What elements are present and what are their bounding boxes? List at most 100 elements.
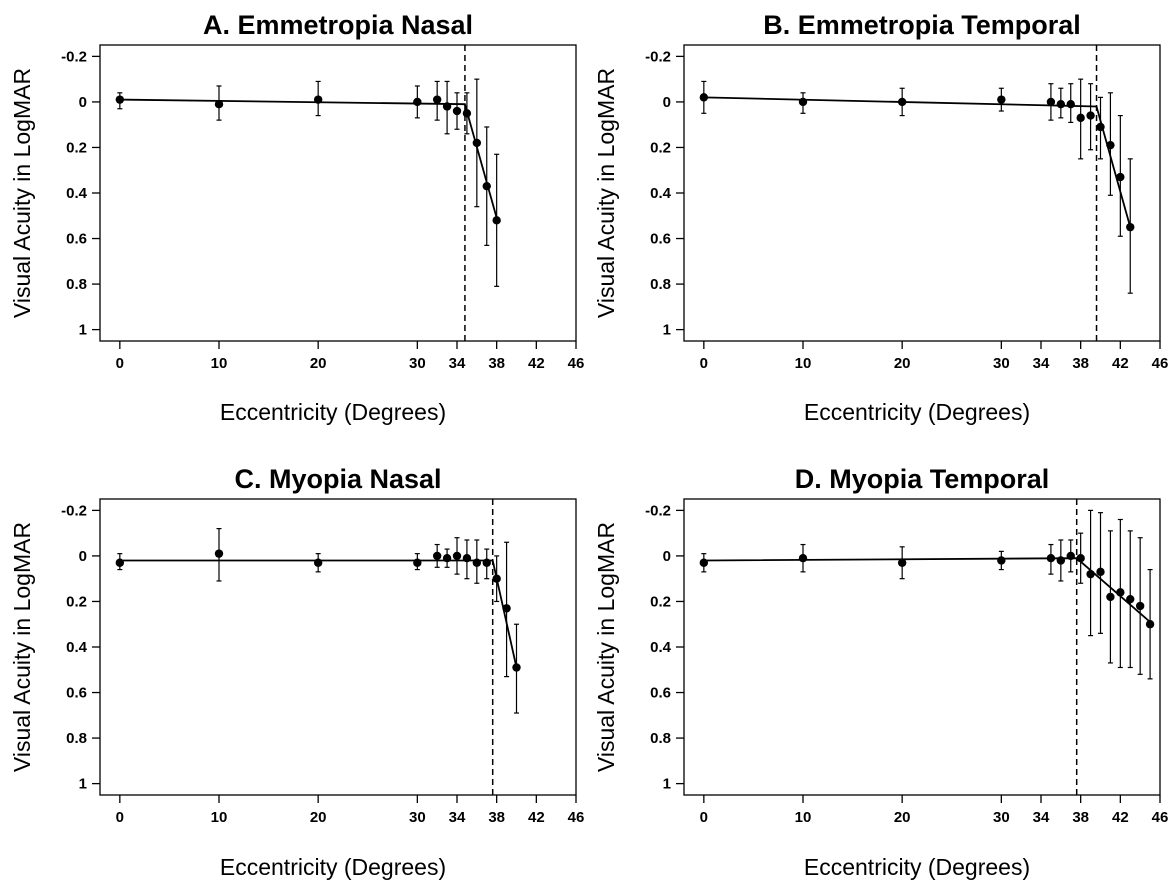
- y-axis-label: Visual Acuity in LogMAR: [9, 68, 35, 318]
- data-point: [997, 556, 1006, 565]
- data-point: [413, 558, 422, 567]
- data-point: [798, 554, 808, 563]
- data-point: [1096, 122, 1105, 132]
- data-point: [1076, 113, 1085, 123]
- fit-line: [703, 557, 1151, 623]
- x-tick-label: 46: [1152, 355, 1169, 372]
- x-tick-label: 42: [528, 809, 545, 826]
- x-tick-label: 38: [1072, 355, 1089, 372]
- panel-3: C. Myopia Nasal-0.200.20.40.60.810 10 20 30…: [9, 464, 584, 880]
- data-point: [472, 558, 482, 567]
- data-point: [502, 604, 511, 613]
- y-tick-label: 1: [663, 776, 671, 793]
- y-axis-label: Visual Acuity in LogMAR: [593, 68, 619, 318]
- x-tick-label: 38: [1072, 809, 1089, 826]
- data-point: [1066, 100, 1075, 109]
- y-tick-label: 1: [79, 322, 87, 339]
- data-point: [1046, 97, 1056, 107]
- plot-frame: [683, 498, 1161, 796]
- data-point: [313, 95, 323, 104]
- data-point: [1116, 172, 1125, 182]
- data-point: [997, 95, 1006, 104]
- y-tick-label: 1: [79, 776, 87, 793]
- x-tick-label: 34: [1033, 355, 1050, 372]
- x-tick-label: 46: [568, 809, 585, 826]
- x-tick-label: 46: [1152, 809, 1169, 826]
- y-tick-label: 0: [663, 94, 671, 111]
- y-tick-label: 0: [79, 548, 87, 565]
- data-point: [432, 551, 442, 561]
- data-point: [1135, 601, 1145, 611]
- y-tick-label: 0.4: [66, 639, 88, 656]
- x-tick-label: 38: [488, 355, 505, 372]
- data-point: [1126, 222, 1135, 232]
- y-tick-label: 0.2: [650, 139, 671, 156]
- data-point: [1145, 620, 1155, 629]
- x-tick-label: 34: [449, 355, 466, 372]
- y-tick-label: 0: [79, 94, 87, 111]
- data-point: [413, 97, 422, 107]
- data-point: [1116, 588, 1125, 597]
- data-point: [699, 93, 709, 102]
- x-axis-label: Eccentricity (Degrees): [220, 854, 446, 880]
- y-tick-label: 0.8: [650, 276, 671, 293]
- panel-title: A. Emmetropia Nasal: [203, 10, 473, 40]
- y-tick-label: 0.6: [66, 685, 87, 702]
- data-point: [313, 558, 323, 567]
- y-tick-label: -0.2: [61, 502, 87, 519]
- x-tick-label: 20: [310, 355, 327, 372]
- x-tick-label: 42: [1112, 355, 1129, 372]
- data-point: [897, 558, 907, 567]
- x-tick-label: 30: [409, 809, 426, 826]
- data-point: [482, 181, 491, 191]
- data-point: [492, 216, 501, 225]
- x-axis-label: Eccentricity (Degrees): [804, 854, 1030, 880]
- panel-2: B. Emmetropia Temporal -0.2 0 0.2 0.4 0.6 0.8 1…: [593, 10, 1168, 425]
- y-axis-label: Visual Acuity in LogMAR: [593, 522, 619, 772]
- data-point: [1076, 554, 1085, 563]
- data-point: [699, 558, 709, 567]
- x-tick-label: 30: [993, 809, 1010, 826]
- data-point: [1106, 592, 1115, 602]
- x-tick-label: 0: [116, 355, 124, 372]
- data-point: [897, 97, 907, 107]
- data-point: [1106, 140, 1115, 150]
- y-tick-label: 0.8: [650, 730, 671, 747]
- x-tick-label: 10: [211, 809, 228, 826]
- x-tick-label: 42: [528, 355, 545, 372]
- y-tick-label: 0.6: [650, 685, 671, 702]
- x-tick-label: 20: [310, 809, 327, 826]
- x-tick-label: 0: [700, 809, 708, 826]
- x-tick-label: 10: [211, 355, 228, 372]
- x-tick-label: 34: [1033, 809, 1050, 826]
- x-tick-label: 38: [488, 809, 505, 826]
- panel-title: C. Myopia Nasal: [234, 464, 441, 494]
- data-point: [1056, 556, 1066, 565]
- data-point: [798, 97, 808, 107]
- plot-frame: [99, 498, 577, 796]
- y-tick-label: 0.4: [66, 185, 88, 202]
- panel-1: A. Emmetropia Nasal-0.200.20.40.60.810 10…: [9, 10, 584, 425]
- data-point: [442, 554, 452, 563]
- data-point: [115, 558, 125, 567]
- x-tick-label: 10: [795, 355, 812, 372]
- data-point: [492, 574, 501, 583]
- data-point: [1056, 100, 1066, 109]
- data-point: [452, 106, 462, 116]
- y-tick-label: 0.8: [66, 730, 87, 747]
- data-point: [1046, 554, 1056, 563]
- data-point: [1086, 569, 1095, 579]
- y-tick-label: -0.2: [645, 502, 671, 519]
- panel-title: D. Myopia Temporal: [795, 464, 1050, 494]
- x-tick-label: 10: [795, 809, 812, 826]
- x-tick-label: 42: [1112, 809, 1129, 826]
- panel-title: B. Emmetropia Temporal: [763, 10, 1081, 40]
- fit-line: [119, 98, 498, 219]
- data-point: [462, 554, 472, 563]
- y-tick-label: -0.2: [61, 48, 87, 65]
- data-point: [1086, 111, 1095, 120]
- x-tick-label: 20: [894, 809, 911, 826]
- data-point: [462, 109, 472, 118]
- data-point: [432, 95, 442, 104]
- x-tick-label: 34: [449, 809, 466, 826]
